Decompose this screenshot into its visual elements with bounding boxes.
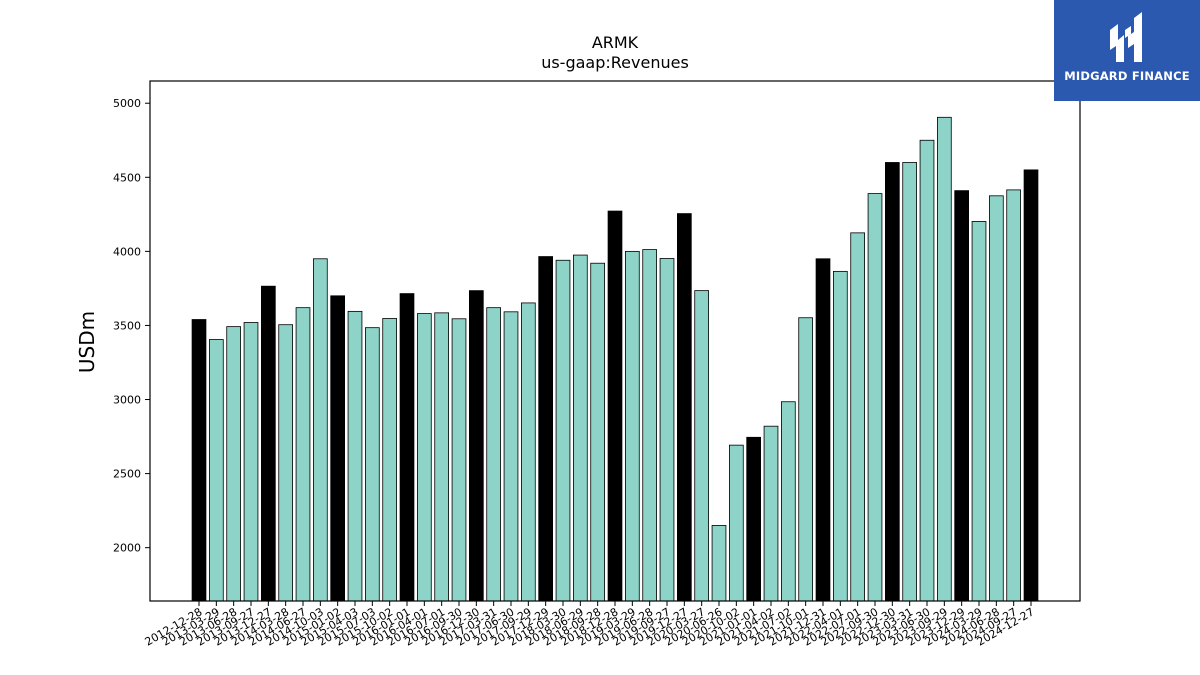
bar-2022-07-01: [850, 232, 865, 602]
bar-2024-09-27: [1006, 189, 1021, 602]
bar-2020-10-02: [729, 444, 744, 602]
y-tick-label: 2500: [113, 468, 141, 481]
bar-2014-06-27: [295, 307, 311, 602]
bar-2016-12-30: [468, 290, 484, 602]
bar-2018-12-28: [607, 210, 623, 602]
bar-2021-07-02: [781, 401, 796, 602]
bar-2023-09-29: [937, 116, 952, 602]
bar-2017-09-29: [521, 302, 536, 602]
bar-2022-12-30: [885, 162, 900, 602]
y-tick-label: 4000: [113, 245, 141, 258]
bar-2013-12-27: [260, 285, 276, 602]
y-ticks: 2000 2500 3000 3500 4000 4500 5000: [113, 97, 150, 555]
bar-2021-04-02: [763, 425, 779, 602]
bar-2016-09-30: [451, 318, 467, 602]
y-tick-label: 3000: [113, 394, 141, 407]
bar-2021-12-31: [815, 258, 831, 602]
bar-2014-10-03: [312, 258, 328, 602]
bar-2015-07-03: [364, 327, 380, 602]
bar-2024-12-27: [1023, 169, 1039, 602]
y-tick-label: 4500: [113, 171, 141, 184]
y-axis-label: USDm: [75, 311, 99, 373]
x-ticks: 2012-12-282013-03-292013-06-282013-09-27…: [143, 601, 1037, 649]
logo-text: MIDGARD FINANCE: [1064, 69, 1190, 83]
chart-title: ARMK: [592, 33, 639, 52]
bar-2019-06-28: [642, 249, 657, 602]
bar-2021-10-01: [798, 317, 813, 602]
bar-2015-10-02: [382, 318, 398, 602]
bar-2017-06-30: [503, 311, 519, 602]
bar-2024-06-28: [989, 195, 1004, 602]
bar-2021-01-01: [746, 436, 761, 602]
bar-2015-01-02: [330, 295, 346, 602]
bar-2013-09-27: [243, 322, 259, 602]
bar-2022-09-30: [867, 193, 883, 602]
bar-2019-12-27: [677, 213, 692, 602]
bar-2014-03-28: [278, 324, 294, 602]
y-tick-label: 5000: [113, 97, 141, 110]
bar-2018-06-29: [573, 254, 588, 602]
bar-2012-12-28: [191, 319, 207, 602]
bar-2013-06-28: [226, 326, 241, 602]
bar-2023-12-29: [954, 190, 969, 602]
bar-2013-03-29: [208, 339, 224, 602]
bar-2024-03-29: [971, 221, 987, 602]
bar-2018-09-28: [590, 262, 605, 602]
bar-2016-07-01: [434, 312, 450, 602]
bar-2020-06-26: [711, 525, 727, 602]
bar-2017-03-31: [486, 307, 502, 602]
bar-2019-03-29: [625, 250, 640, 602]
bar-2022-04-01: [833, 270, 848, 602]
plot-frame: [149, 80, 1081, 602]
bar-2023-06-30: [919, 139, 935, 602]
bars-group: [191, 116, 1039, 602]
bar-2020-03-27: [694, 290, 709, 602]
bar-2023-03-31: [902, 162, 917, 602]
bar-2015-04-03: [347, 310, 363, 602]
bar-2016-01-01: [399, 293, 415, 602]
y-tick-label: 3500: [113, 319, 141, 332]
brand-logo: MIDGARD FINANCE: [1054, 0, 1200, 101]
chart-subtitle: us-gaap:Revenues: [541, 53, 689, 72]
y-tick-label: 2000: [113, 542, 141, 555]
bar-2016-04-01: [416, 313, 432, 602]
bar-2019-09-27: [659, 258, 675, 602]
bar-2017-12-29: [538, 256, 553, 602]
bar-2018-03-30: [555, 259, 571, 602]
midgard-logo-icon: [1110, 12, 1142, 62]
